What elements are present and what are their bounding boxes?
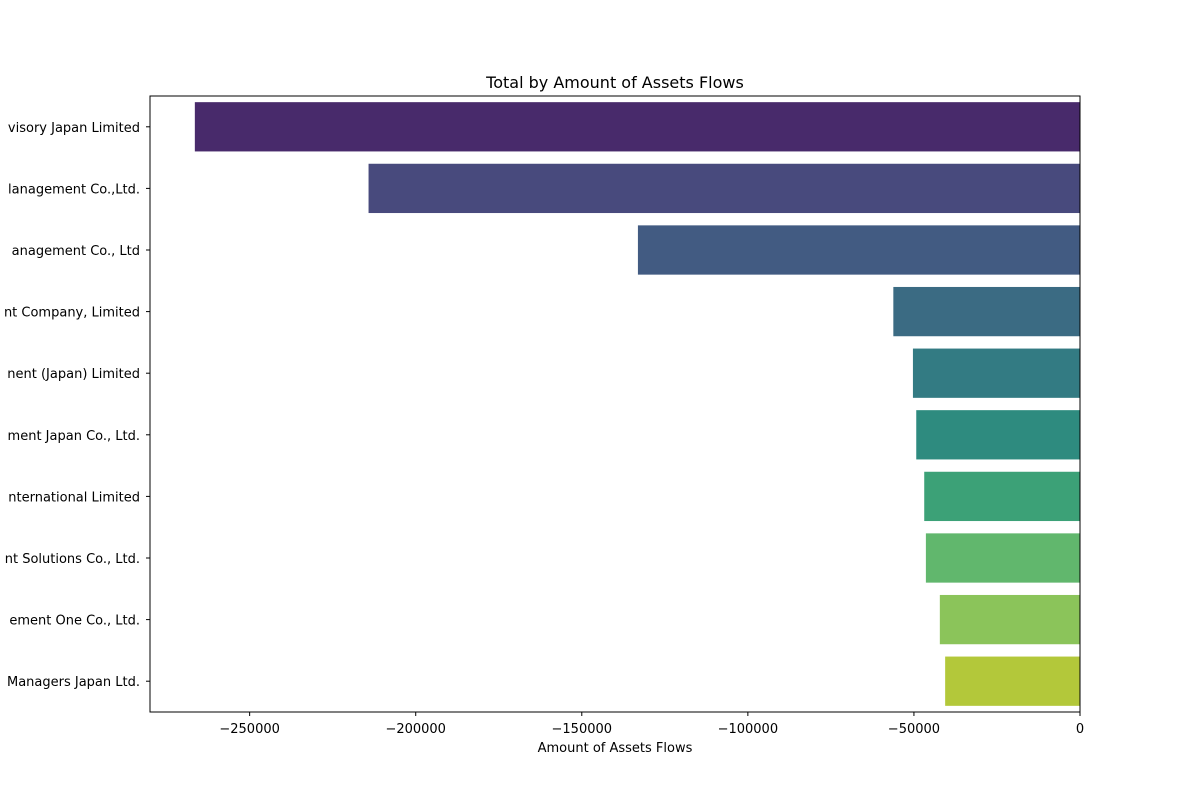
x-tick-label: 0 xyxy=(1076,722,1084,737)
y-tick-label: ement One Co., Ltd. xyxy=(9,614,140,629)
y-tick-label: visory Japan Limited xyxy=(8,121,140,136)
x-tick-label: −150000 xyxy=(552,722,613,737)
bar xyxy=(368,163,1080,214)
bar xyxy=(925,533,1080,583)
y-tick-label: nt Company, Limited xyxy=(4,306,140,321)
y-tick-label: nternational Limited xyxy=(8,490,140,505)
bars-group xyxy=(194,102,1080,706)
y-tick-label: anagement Co., Ltd xyxy=(12,244,140,259)
plot-frame xyxy=(149,95,1081,713)
bar xyxy=(912,348,1080,398)
y-tick-label: lanagement Co.,Ltd. xyxy=(8,182,140,197)
x-tick-label: −250000 xyxy=(219,722,280,737)
y-tick-label: nt Solutions Co., Ltd. xyxy=(5,552,140,567)
x-tick-label: −200000 xyxy=(385,722,446,737)
bar xyxy=(924,471,1080,522)
y-tick-label: ment Japan Co., Ltd. xyxy=(8,429,140,444)
x-axis-label: Amount of Assets Flows xyxy=(538,741,693,756)
bar xyxy=(637,225,1080,275)
x-axis-ticks: −250000 −200000 −150000 −100000 −50000 0 xyxy=(219,712,1084,737)
x-tick-label: −100000 xyxy=(718,722,779,737)
bar xyxy=(893,286,1080,337)
bar xyxy=(939,594,1080,645)
bar xyxy=(916,410,1080,460)
y-axis-ticks: visory Japan Limited lanagement Co.,Ltd. a… xyxy=(4,121,150,690)
y-tick-label: nent (Japan) Limited xyxy=(7,367,140,382)
bar xyxy=(194,102,1080,152)
chart-title: Total by Amount of Assets Flows xyxy=(485,73,744,92)
y-tick-label: Managers Japan Ltd. xyxy=(7,675,140,690)
x-tick-label: −50000 xyxy=(888,722,940,737)
bar xyxy=(945,656,1080,706)
